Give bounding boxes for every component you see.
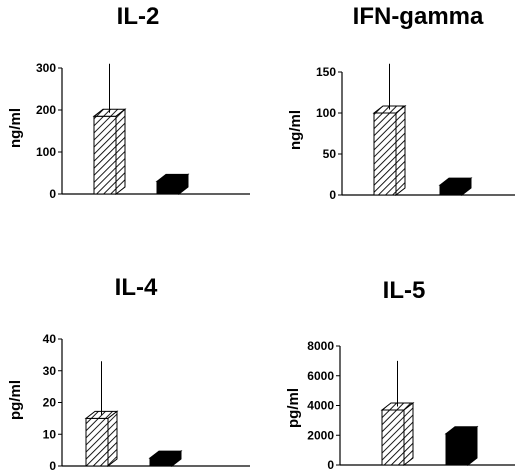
panel-title: IL-2 [117,3,160,30]
bars [92,63,190,196]
bar-hatched [372,104,407,197]
axes [341,72,515,196]
y-ticks: 0 10 20 30 40 [43,332,62,473]
bar-side [107,410,118,468]
y-tick-label: 8000 [307,339,334,353]
y-ticks: 0 2000 4000 6000 8000 [307,339,340,472]
y-tick-label: 10 [43,427,57,441]
y-tick-label: 4000 [307,399,334,413]
y-ticks: 0 100 200 300 [36,61,62,201]
bar-side [467,425,478,467]
bar-side [403,401,414,467]
bar-hatched [380,401,415,467]
axes [61,68,250,195]
bar-solid [444,425,479,467]
bar-hatched [92,108,127,196]
bar-hatched [84,410,119,468]
y-axis-label: ng/ml [287,110,304,150]
y-tick-label: 6000 [307,369,334,383]
y-axis-label: pg/ml [7,380,24,420]
bars [372,63,473,197]
y-axis-label: ng/ml [7,108,24,148]
y-tick-label: 20 [43,396,57,410]
y-tick-label: 100 [316,106,336,120]
axes [339,346,515,466]
y-tick-label: 0 [49,187,56,201]
bar-front [93,115,117,195]
bar-side [395,104,406,197]
bar-side [461,177,472,197]
bars [380,360,479,467]
y-ticks: 0 50 100 150 [316,65,342,202]
y-tick-label: 2000 [307,428,334,442]
y-tick-label: 0 [329,188,336,202]
bar-front [445,433,469,466]
panel-ifn-gamma: IFN-gamma ng/ml 0 50 100 150 [287,3,515,202]
y-tick-label: 200 [36,103,56,117]
y-tick-label: 30 [43,364,57,378]
bar-front [381,409,405,466]
bar-side [178,173,189,196]
bar-front [85,417,109,467]
bar-front [149,457,173,467]
bars [84,361,183,468]
panel-il5: IL-5 pg/ml 0 2000 4000 6000 8000 [285,277,515,472]
bar-front [156,180,180,195]
y-tick-label: 0 [49,459,56,473]
y-tick-label: 50 [323,147,337,161]
panel-title: IFN-gamma [353,3,484,30]
y-tick-label: 300 [36,61,56,75]
bar-front [373,112,397,196]
y-tick-label: 150 [316,65,336,79]
bar-solid [155,173,190,196]
bar-front [439,184,463,196]
bar-solid [438,177,473,197]
y-axis-label: pg/ml [285,388,302,428]
bar-side [115,108,126,196]
panel-il4: IL-4 pg/ml 0 10 20 30 40 [7,274,250,473]
panel-title: IL-5 [383,277,426,304]
bar-solid [148,450,183,468]
y-tick-label: 100 [36,145,56,159]
panel-title: IL-4 [115,274,158,301]
y-tick-label: 40 [43,332,57,346]
bar-side [171,450,182,468]
y-tick-label: 0 [327,458,334,472]
panel-il2: IL-2 ng/ml 0 100 200 300 [7,3,250,201]
